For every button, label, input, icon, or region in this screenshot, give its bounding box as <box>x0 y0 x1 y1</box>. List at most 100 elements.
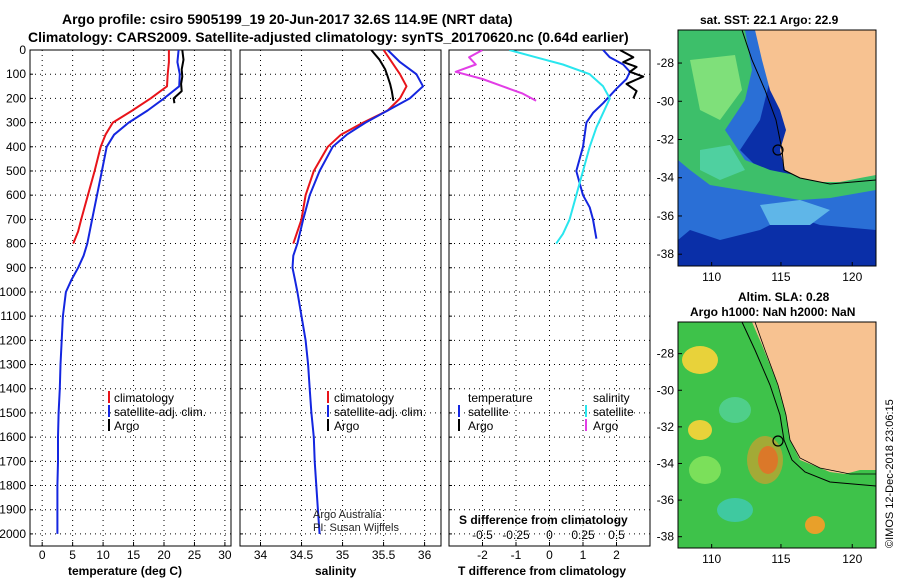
x-tick-label: -2 <box>477 548 488 562</box>
depth-tick-label: 0 <box>19 43 26 57</box>
sst-map-image <box>678 30 876 266</box>
depth-tick-label: 1400 <box>0 382 26 396</box>
s-diff-tick-label: -0.5 <box>472 528 493 542</box>
map-y-tick-label: -30 <box>657 94 675 108</box>
x-tick-label: 0 <box>39 548 46 562</box>
depth-tick-label: 900 <box>6 261 26 275</box>
legend-title-temperature: temperature <box>468 391 533 405</box>
map-x-tick-label: 120 <box>842 270 862 284</box>
x-tick-label: 35 <box>336 548 350 562</box>
map-y-tick-label: -30 <box>657 383 675 397</box>
sla-map-image <box>678 322 876 548</box>
x-tick-label: 20 <box>157 548 171 562</box>
s-diff-tick-label: 0.5 <box>608 528 625 542</box>
series-line-t-argo <box>619 50 645 99</box>
depth-tick-label: 1600 <box>0 430 26 444</box>
series-line-t-satellite <box>575 50 631 239</box>
t-difference-xlabel: T difference from climatology <box>458 564 626 578</box>
salinity-axes-frame <box>239 49 442 547</box>
difference-grid <box>449 49 650 546</box>
sst-map-title: sat. SST: 22.1 Argo: 22.9 <box>700 13 839 27</box>
series-line-s-satellite <box>509 50 611 245</box>
x-tick-label: -1 <box>511 548 522 562</box>
header-line2: Climatology: CARS2009. Satellite-adjuste… <box>28 29 629 45</box>
salinity-lines <box>291 50 424 534</box>
legend-label-satellite: satellite-adj. clim. <box>334 405 426 419</box>
map-y-tick-label: -38 <box>657 530 675 544</box>
map-x-tick-label: 110 <box>702 552 721 566</box>
s-diff-tick-label: 0.25 <box>571 528 595 542</box>
map-x-tick-label: 110 <box>702 270 721 284</box>
temperature-legend: climatology satellite-adj. clim. Argo <box>108 391 206 433</box>
depth-tick-label: 1500 <box>0 406 26 420</box>
legend-label-satellite: satellite-adj. clim. <box>114 405 206 419</box>
x-tick-label: 35.5 <box>372 548 396 562</box>
map-y-tick-label: -36 <box>657 209 675 223</box>
series-line-satellite-adj-clim- <box>56 50 181 534</box>
map-y-tick-label: -34 <box>657 456 675 470</box>
sla-map-title-line2: Argo h1000: NaN h2000: NaN <box>690 305 855 319</box>
sst-map: sat. SST: 22.1 Argo: 22.9 110 115 120 -28 -3… <box>657 13 877 284</box>
x-tick-label: 2 <box>613 548 620 562</box>
depth-tick-label: 2000 <box>0 527 26 541</box>
legend-label-argo: Argo <box>334 419 360 433</box>
x-tick-label: 36 <box>418 548 432 562</box>
sla-map: Altim. SLA: 0.28 Argo h1000: NaN h2000: … <box>657 290 877 566</box>
legend-label-t-satellite: satellite <box>468 405 509 419</box>
sla-map-title-line1: Altim. SLA: 0.28 <box>738 290 830 304</box>
difference-legend-temperature: temperature satellite Argo <box>458 391 533 433</box>
difference-legend-salinity: salinity satellite Argo <box>585 391 634 433</box>
legend-label-t-argo: Argo <box>468 419 494 433</box>
legend-label-s-argo: Argo <box>593 419 619 433</box>
legend-title-salinity: salinity <box>593 391 630 405</box>
depth-tick-label: 1200 <box>0 333 26 347</box>
argo-location-marker <box>772 144 784 156</box>
temperature-xlabel: temperature (deg C) <box>68 564 182 578</box>
series-line-argo <box>172 50 185 104</box>
series-line-satellite-adj-clim- <box>291 50 424 534</box>
map-y-tick-label: -36 <box>657 493 675 507</box>
depth-tick-label: 700 <box>6 212 26 226</box>
s-diff-tick-label: 0 <box>546 528 553 542</box>
map-y-tick-label: -34 <box>657 171 675 185</box>
depth-tick-label: 1800 <box>0 479 26 493</box>
annotation-pi: PI: Susan Wijffels <box>313 522 399 534</box>
map-y-tick-label: -32 <box>657 133 675 147</box>
annotation-argo-australia: Argo Australia <box>313 509 382 521</box>
depth-tick-label: 1900 <box>0 503 26 517</box>
depth-tick-label: 1100 <box>0 309 26 323</box>
depth-tick-label: 600 <box>6 188 26 202</box>
x-tick-label: 5 <box>69 548 76 562</box>
sst-map-frame <box>677 29 877 267</box>
salinity-xlabel: salinity <box>315 564 357 578</box>
legend-label-s-satellite: satellite <box>593 405 634 419</box>
x-tick-label: 34 <box>254 548 268 562</box>
x-tick-label: 15 <box>127 548 141 562</box>
x-tick-label: 25 <box>188 548 202 562</box>
depth-tick-label: 1000 <box>0 285 26 299</box>
s-difference-label: S difference from climatology <box>459 513 628 527</box>
salinity-grid <box>240 49 441 546</box>
series-line-argo <box>370 50 395 101</box>
legend-label-argo: Argo <box>114 419 140 433</box>
depth-tick-label: 400 <box>6 140 26 154</box>
land-australia-sla <box>740 322 876 474</box>
x-tick-label: 34.5 <box>290 548 314 562</box>
salinity-panel: 34 34.5 35 35.5 36 salinity climatology sate… <box>239 49 442 578</box>
salinity-tick-labels: 34 34.5 35 35.5 36 <box>254 542 432 562</box>
difference-axes-frame <box>448 49 651 547</box>
x-tick-label: 10 <box>96 548 110 562</box>
land-australia <box>740 30 876 182</box>
x-tick-label: 0 <box>546 548 553 562</box>
t-difference-tick-labels: -2 -1 0 1 2 <box>477 542 620 562</box>
depth-tick-labels: 0 100 200 300 400 500 600 700 800 900 1000 1100 1200… <box>0 43 26 541</box>
temperature-lines <box>56 50 185 534</box>
x-tick-label: 30 <box>218 548 232 562</box>
salinity-legend: climatology satellite-adj. clim. Argo <box>327 391 426 433</box>
series-line-climatology <box>292 50 408 244</box>
temperature-tick-labels: 0 5 10 15 20 25 30 <box>39 542 232 562</box>
depth-tick-label: 1300 <box>0 358 26 372</box>
map-y-tick-label: -28 <box>657 56 675 70</box>
series-line-climatology <box>72 50 170 244</box>
